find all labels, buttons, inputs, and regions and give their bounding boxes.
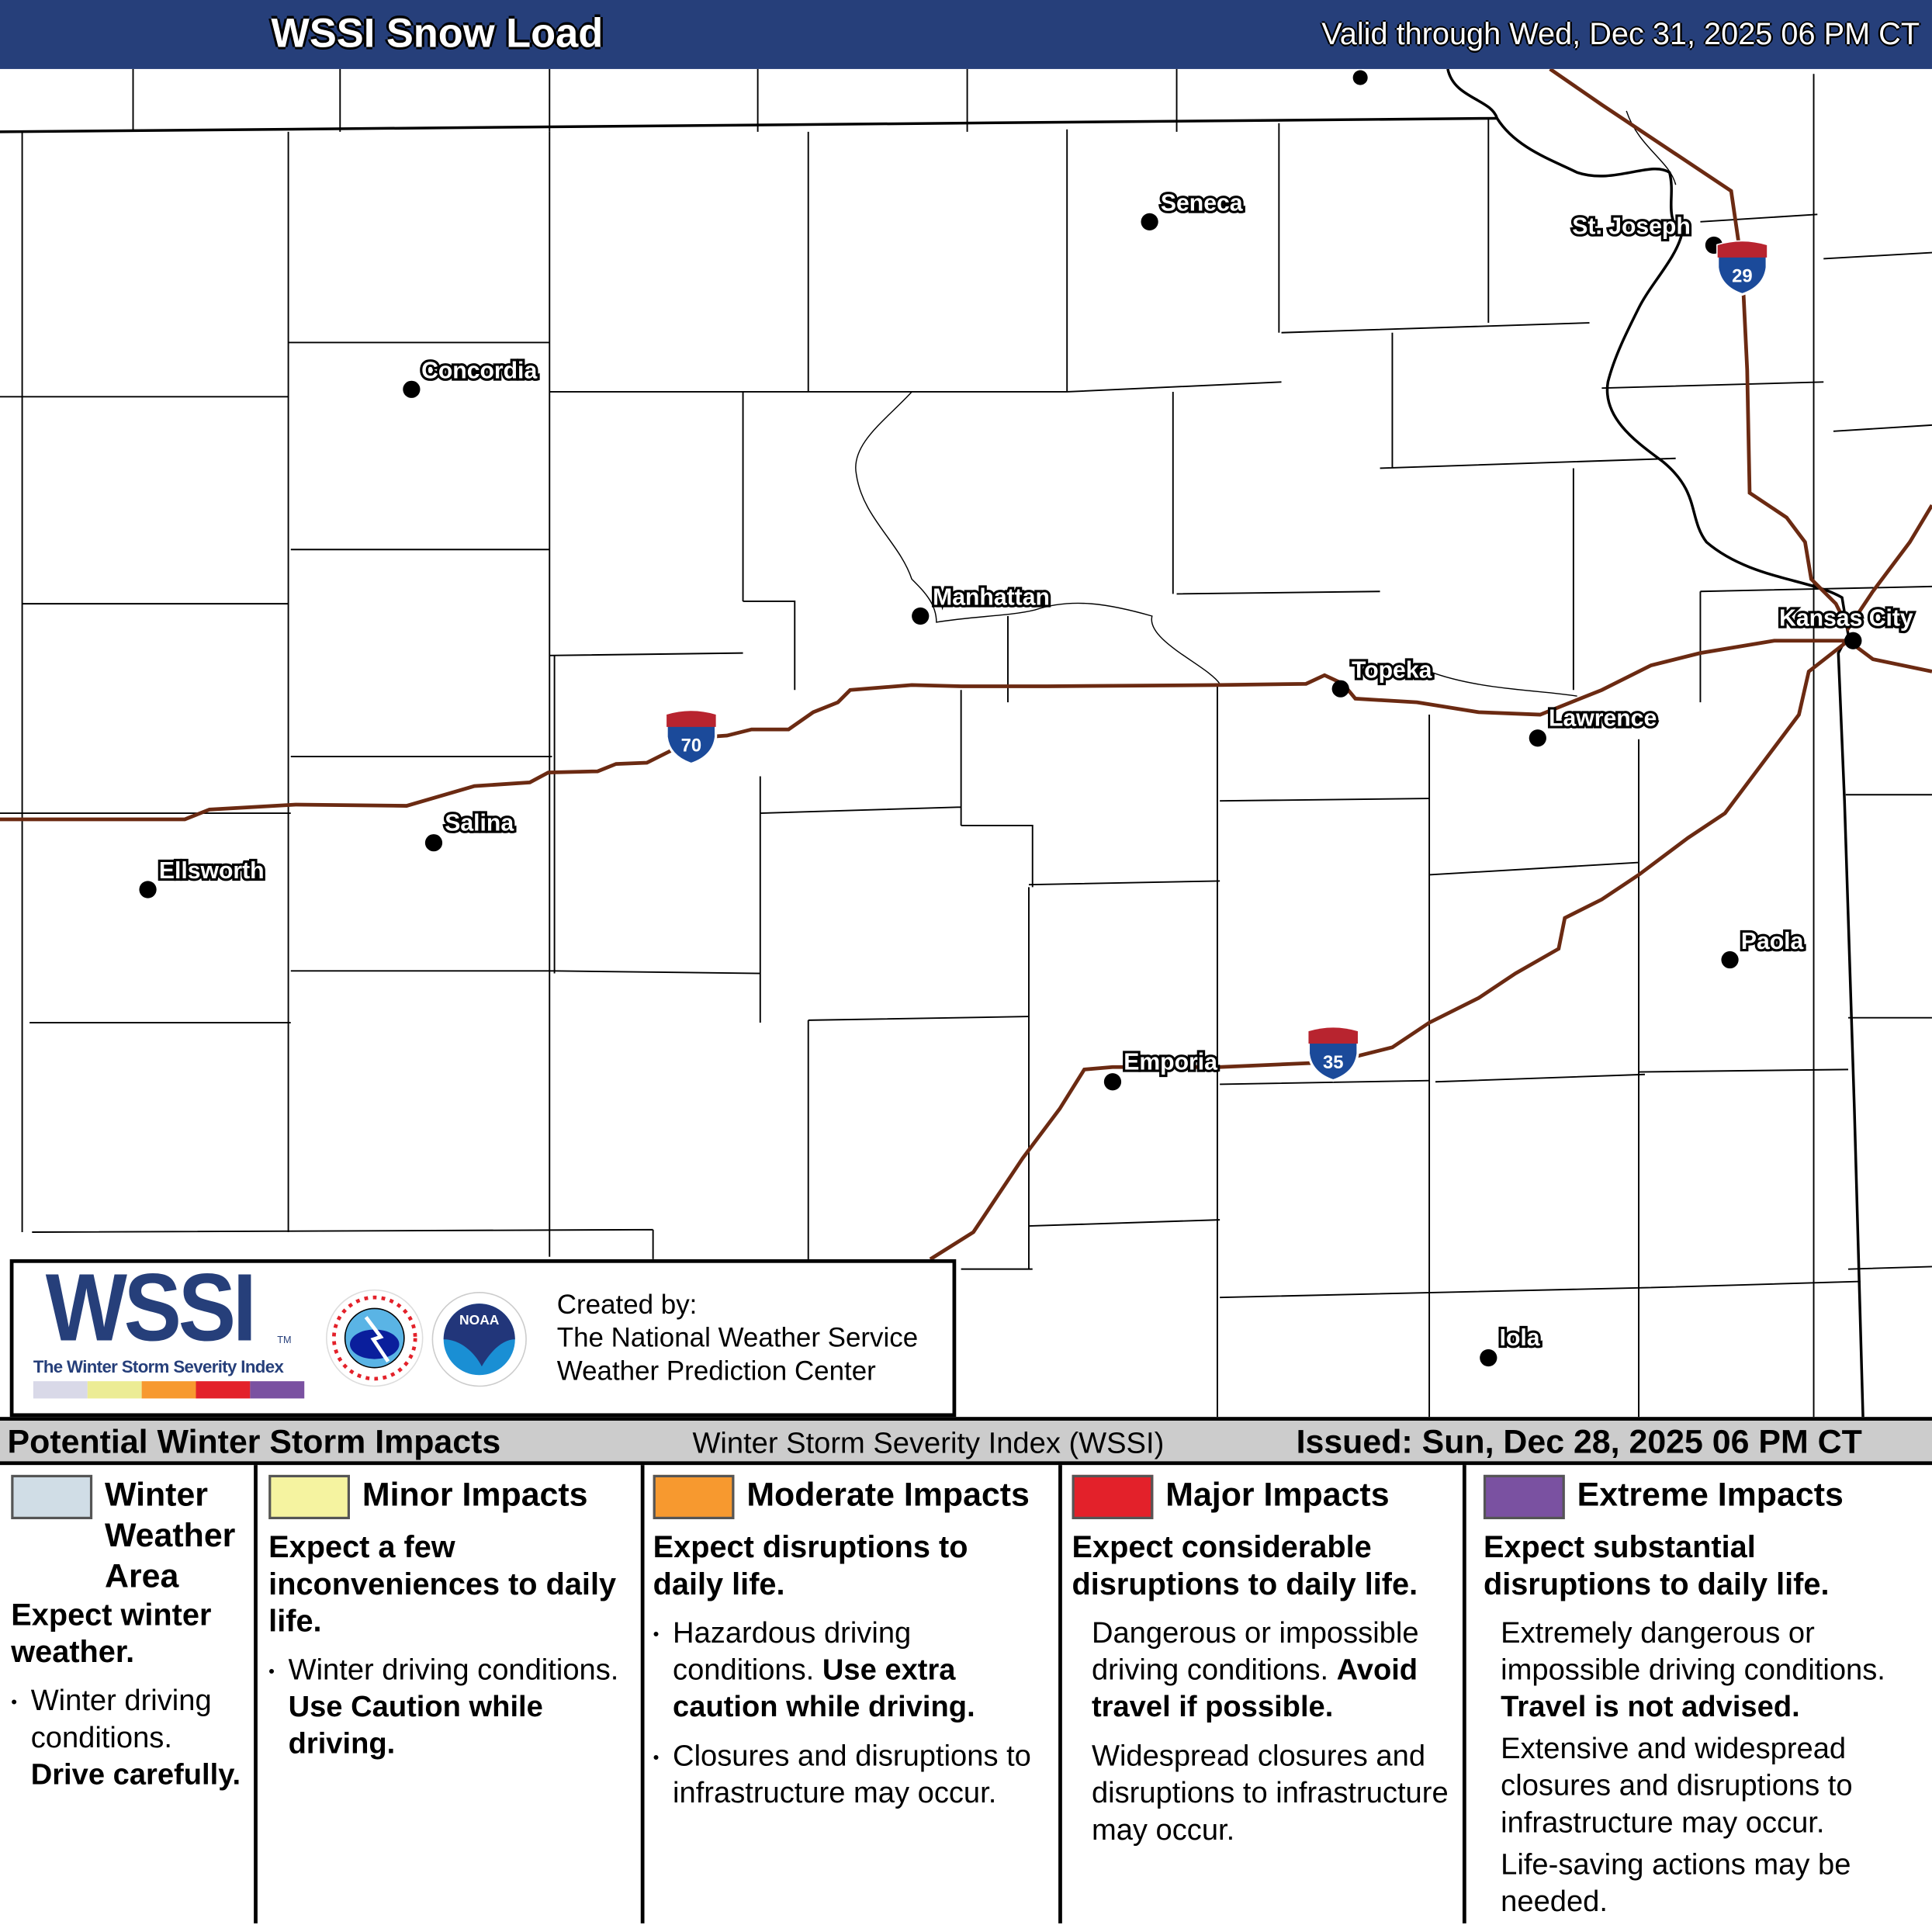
city-concordia[interactable]: Concordia bbox=[403, 355, 540, 398]
noaa-logo-icon: NOAA bbox=[431, 1292, 527, 1387]
i29-route bbox=[1549, 68, 1932, 632]
svg-text:Kansas City: Kansas City bbox=[1779, 606, 1913, 632]
moderate-bullet-1: • Hazardous driving conditions. Use extra… bbox=[653, 1616, 975, 1724]
cities: Seneca St. Joseph Concordia Manhattan Ka… bbox=[139, 70, 1916, 1367]
city-salina[interactable]: Salina bbox=[424, 808, 517, 852]
state-boundary bbox=[0, 68, 1864, 1418]
map-title: WSSI Snow Load bbox=[271, 9, 604, 56]
svg-text:Topeka: Topeka bbox=[1352, 657, 1432, 683]
major-swatch bbox=[1072, 1474, 1154, 1520]
issued-time: Issued: Sun, Dec 28, 2025 06 PM CT bbox=[1296, 1423, 1862, 1460]
extreme-text-3: Life-saving actions may be needed. bbox=[1501, 1848, 1851, 1919]
credit-nws: The National Weather Service bbox=[556, 1321, 919, 1353]
map[interactable]: Seneca St. Joseph Concordia Manhattan Ka… bbox=[0, 68, 1932, 1418]
interstate-shield-35: 35 bbox=[1307, 1026, 1359, 1082]
moderate-title: Moderate Impacts bbox=[746, 1476, 1030, 1514]
city-emporia[interactable]: Emporia bbox=[1103, 1047, 1220, 1091]
moderate-lead: Expect disruptions to daily life. bbox=[653, 1530, 968, 1602]
minor-title: Minor Impacts bbox=[362, 1476, 588, 1514]
legend-minor: Minor Impacts Expect a few inconvenience… bbox=[268, 1465, 638, 1932]
valid-time: Valid through Wed, Dec 31, 2025 06 PM CT bbox=[1321, 17, 1920, 52]
major-title: Major Impacts bbox=[1165, 1476, 1390, 1514]
info-bar: Potential Winter Storm Impacts Winter St… bbox=[0, 1417, 1932, 1466]
city-topeka[interactable]: Topeka bbox=[1331, 655, 1435, 698]
svg-text:NOAA: NOAA bbox=[459, 1312, 500, 1328]
extreme-text-1: Extremely dangerous or impossible drivin… bbox=[1501, 1616, 1885, 1724]
county-lines bbox=[0, 68, 1932, 1418]
city-iola[interactable]: Iola bbox=[1480, 1323, 1542, 1367]
created-by: Created by: bbox=[556, 1289, 698, 1320]
legend-winter-weather: Winter Weather Area Expect winter weathe… bbox=[11, 1465, 252, 1932]
legend-divider bbox=[254, 1465, 258, 1923]
i70-route bbox=[0, 639, 1932, 822]
major-text-2: Widespread closures and disruptions to i… bbox=[1091, 1740, 1449, 1847]
svg-text:Concordia: Concordia bbox=[421, 358, 537, 384]
svg-text:Emporia: Emporia bbox=[1124, 1049, 1217, 1075]
wssi-color-bar bbox=[33, 1381, 305, 1399]
legend-divider bbox=[640, 1465, 645, 1923]
city-seneca[interactable]: Seneca bbox=[1141, 188, 1245, 230]
winter-swatch bbox=[11, 1474, 93, 1520]
city-manhattan[interactable]: Manhattan bbox=[912, 583, 1052, 625]
svg-text:Ellsworth: Ellsworth bbox=[159, 858, 265, 884]
i35-route bbox=[929, 639, 1850, 1261]
header-bar: WSSI Snow Load Valid through Wed, Dec 31… bbox=[0, 0, 1932, 69]
credit-wpc: Weather Prediction Center bbox=[556, 1355, 876, 1387]
minor-swatch bbox=[268, 1474, 350, 1520]
interstate-shield-70: 70 bbox=[665, 709, 718, 766]
svg-text:Paola: Paola bbox=[1741, 929, 1804, 954]
moderate-swatch bbox=[653, 1474, 735, 1520]
svg-text:Iola: Iola bbox=[1500, 1325, 1540, 1351]
interstate-shield-29: 29 bbox=[1716, 240, 1768, 296]
svg-text:Manhattan: Manhattan bbox=[933, 585, 1050, 611]
legend-moderate: Moderate Impacts Expect disruptions to d… bbox=[653, 1465, 1055, 1932]
city-dot bbox=[1352, 70, 1368, 85]
moderate-bullet-2: • Closures and disruptions to infrastruct… bbox=[653, 1740, 1031, 1810]
extreme-lead: Expect substantial disruptions to daily … bbox=[1483, 1530, 1830, 1602]
legend-extreme: Extreme Impacts Expect substantial disru… bbox=[1483, 1465, 1930, 1932]
trademark: TM bbox=[277, 1334, 292, 1346]
city-st-joseph[interactable]: St. Joseph bbox=[1570, 212, 1723, 254]
winter-title: Winter Weather Area bbox=[104, 1476, 236, 1594]
major-lead: Expect considerable disruptions to daily… bbox=[1072, 1530, 1418, 1602]
wssi-subtitle: The Winter Storm Severity Index bbox=[33, 1356, 284, 1376]
winter-bullet: • Winter driving conditions. Drive careful… bbox=[11, 1684, 241, 1792]
credits-text: Created by: The National Weather Service… bbox=[557, 1287, 918, 1387]
interstate-highways bbox=[0, 68, 1932, 1261]
city-ellsworth[interactable]: Ellsworth bbox=[139, 856, 267, 898]
extreme-swatch bbox=[1483, 1474, 1565, 1520]
svg-text:Salina: Salina bbox=[445, 810, 514, 836]
minor-lead: Expect a few inconveniences to daily lif… bbox=[268, 1530, 617, 1639]
extreme-text-2: Extensive and widespread closures and di… bbox=[1501, 1732, 1853, 1840]
impact-legend: Winter Weather Area Expect winter weathe… bbox=[0, 1465, 1932, 1932]
svg-text:70: 70 bbox=[681, 736, 701, 757]
nws-logo-icon bbox=[326, 1289, 424, 1387]
legend-major: Major Impacts Expect considerable disrup… bbox=[1072, 1465, 1462, 1932]
legend-divider bbox=[1058, 1465, 1062, 1923]
wssi-logo: WSSI bbox=[45, 1252, 257, 1362]
city-kansas-city[interactable]: Kansas City bbox=[1777, 604, 1916, 649]
impacts-heading: Potential Winter Storm Impacts bbox=[7, 1423, 501, 1460]
svg-text:Seneca: Seneca bbox=[1161, 191, 1243, 216]
city-lawrence[interactable]: Lawrence bbox=[1529, 703, 1659, 747]
minor-bullet: • Winter driving conditions. Use Caution … bbox=[268, 1653, 619, 1761]
extreme-title: Extreme Impacts bbox=[1577, 1476, 1844, 1514]
svg-text:35: 35 bbox=[1323, 1052, 1344, 1073]
svg-text:29: 29 bbox=[1732, 266, 1753, 287]
credits-box: WSSI TM The Winter Storm Severity Index … bbox=[9, 1252, 957, 1418]
svg-text:Lawrence: Lawrence bbox=[1549, 705, 1657, 731]
legend-divider bbox=[1462, 1465, 1466, 1923]
index-name: Winter Storm Severity Index (WSSI) bbox=[692, 1426, 1165, 1460]
major-text-1: Dangerous or impossible driving conditio… bbox=[1091, 1616, 1419, 1724]
svg-text:St. Joseph: St. Joseph bbox=[1572, 214, 1691, 240]
city-paola[interactable]: Paola bbox=[1721, 926, 1806, 969]
winter-lead: Expect winter weather. bbox=[11, 1598, 212, 1670]
